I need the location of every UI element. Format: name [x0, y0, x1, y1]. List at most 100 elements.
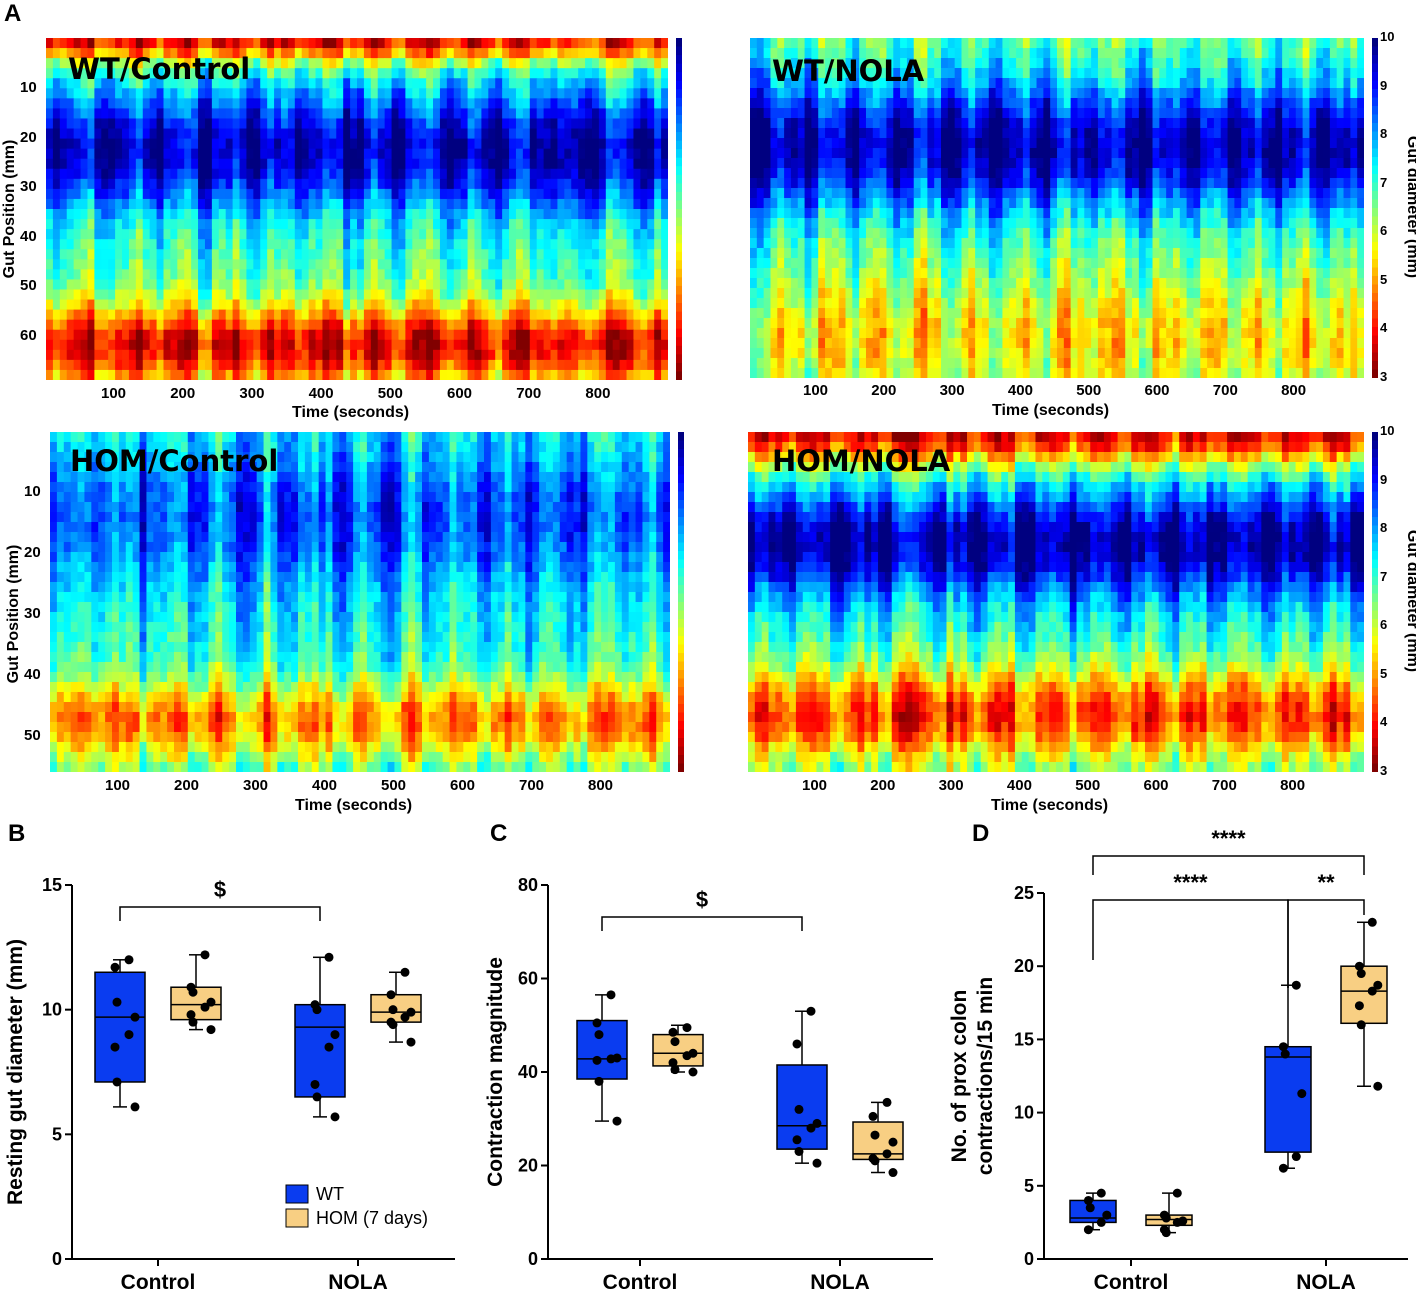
category-label: NOLA	[1296, 1271, 1356, 1294]
y-tick-label: 60	[518, 969, 538, 989]
heatmap-x-tick: 700	[1211, 777, 1237, 794]
heatmap-x-tick: 500	[1075, 777, 1101, 794]
heatmap-x-tick: 600	[447, 385, 473, 402]
heatmap-x-tick: 400	[1007, 382, 1033, 399]
colorbar-tick: 5	[1380, 665, 1388, 681]
heatmap-x-tick: 300	[243, 777, 269, 794]
data-point	[870, 1130, 880, 1140]
heatmap-1	[46, 38, 668, 380]
data-point	[330, 1030, 340, 1040]
data-point	[592, 1055, 602, 1065]
significance-bracket	[601, 916, 803, 931]
data-point	[110, 962, 120, 972]
colorbar-tick: 9	[1380, 471, 1388, 487]
data-point	[1172, 1188, 1182, 1198]
y-axis-label: Contraction magnitude	[484, 957, 507, 1187]
data-point	[794, 1146, 804, 1156]
y-axis-label: Resting gut diameter (mm)	[4, 939, 27, 1205]
heatmap-x-tick: 300	[939, 382, 965, 399]
colorbar	[678, 432, 684, 772]
data-point	[594, 1030, 604, 1040]
data-point	[606, 1054, 616, 1064]
colorbar-tick: 3	[1380, 763, 1388, 778]
data-point	[312, 1005, 322, 1015]
heatmap-x-tick: 600	[450, 777, 476, 794]
y-tick-label: 10	[1014, 1103, 1034, 1123]
heatmap-y-tick: 10	[20, 79, 37, 96]
data-point	[112, 1077, 122, 1087]
data-point	[400, 1012, 410, 1022]
data-point	[668, 1027, 678, 1037]
heatmap-y-tick: 50	[20, 277, 37, 294]
data-point	[1356, 969, 1366, 979]
heatmap-y-label: Gut Position (mm)	[5, 544, 22, 684]
data-point	[670, 1065, 680, 1075]
heatmap-x-tick: 500	[381, 777, 407, 794]
heatmap-x-tick: 200	[174, 777, 200, 794]
data-point	[806, 1006, 816, 1016]
heatmap-x-tick: 800	[1281, 382, 1307, 399]
data-point	[670, 1037, 680, 1047]
data-point	[668, 1058, 678, 1068]
heatmap-x-label: Time (seconds)	[991, 797, 1109, 814]
y-axis-label: No. of prox colon contractions/15 min	[948, 977, 997, 1175]
data-point	[112, 997, 122, 1007]
panel-letter-d: D	[972, 820, 990, 847]
data-point	[130, 1102, 140, 1112]
box-plot-d: 0 5 10 15 20 25 No. of prox colon contractions/…	[948, 826, 1408, 1294]
heatmap-y-tick: 30	[20, 178, 37, 195]
heatmap-x-tick: 200	[870, 777, 896, 794]
panel-letter-c: C	[490, 820, 508, 847]
colorbar-tick: 10	[1380, 29, 1395, 44]
data-point	[612, 1116, 622, 1126]
significance-bracket	[119, 906, 321, 921]
heatmap-x-tick: 300	[239, 385, 265, 402]
data-point	[1367, 917, 1377, 927]
heatmap-x-tick: 500	[377, 385, 403, 402]
data-point	[1367, 986, 1377, 996]
data-point	[1354, 961, 1364, 971]
data-point	[888, 1137, 898, 1147]
heatmap-x-tick: 100	[802, 777, 828, 794]
heatmap-x-tick: 600	[1144, 382, 1170, 399]
data-point	[868, 1111, 878, 1121]
legend-swatch	[285, 1208, 309, 1228]
colorbar-tick: 7	[1380, 174, 1388, 190]
data-point	[688, 1067, 698, 1077]
data-point	[806, 1123, 816, 1133]
heatmap-x-tick: 400	[312, 777, 338, 794]
category-label: NOLA	[810, 1271, 870, 1294]
box	[94, 971, 146, 1083]
heatmap-y-tick: 60	[20, 326, 37, 344]
heatmap-x-tick: 800	[1280, 777, 1306, 794]
y-tick-label: 80	[518, 875, 538, 895]
colorbar	[1372, 432, 1378, 772]
category-label: Control	[121, 1271, 196, 1294]
y-tick-label: 5	[1024, 1176, 1034, 1196]
heatmap-title: WT/Control	[68, 52, 251, 86]
data-point	[1291, 1152, 1301, 1162]
data-point	[400, 967, 410, 977]
data-point	[1161, 1213, 1171, 1223]
heatmap-4	[748, 432, 1364, 772]
y-tick-label: 10	[42, 1000, 62, 1020]
heatmap-3	[50, 432, 670, 772]
significance-label: $	[696, 887, 708, 912]
colorbar	[1372, 38, 1378, 378]
data-point	[1102, 1210, 1112, 1220]
data-point	[312, 1092, 322, 1102]
data-point	[330, 1112, 340, 1122]
data-point	[110, 1042, 120, 1052]
data-point	[606, 990, 616, 1000]
data-point	[188, 987, 198, 997]
significance-bracket	[1092, 855, 1365, 875]
legend-label: WT	[316, 1184, 344, 1204]
heatmap-x-tick: 400	[1006, 777, 1032, 794]
data-point	[1356, 1020, 1366, 1030]
heatmap-y-tick: 40	[20, 227, 37, 245]
heatmap-y-tick: 40	[24, 666, 41, 683]
data-point	[1083, 1195, 1093, 1205]
data-point	[1085, 1203, 1095, 1213]
y-tick-label: 0	[528, 1249, 538, 1269]
heatmap-x-label: Time (seconds)	[992, 402, 1110, 419]
